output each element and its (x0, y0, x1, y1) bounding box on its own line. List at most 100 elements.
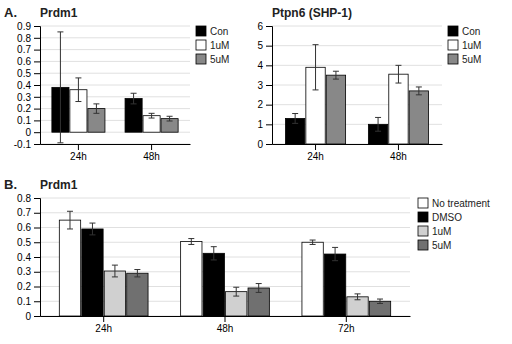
error-bar (333, 71, 339, 79)
y-tick: 2 (257, 99, 272, 110)
grid-line (40, 144, 190, 145)
legend: No treatmentDMSO1uM5uM (418, 198, 490, 251)
y-tick-label: 0.3 (17, 266, 31, 277)
error-bar (93, 104, 99, 113)
y-tick-mark (34, 38, 40, 39)
legend-label: 5uM (462, 54, 481, 65)
y-tick-label: 0.2 (17, 103, 31, 114)
error-bar (375, 117, 381, 131)
axis-line (34, 27, 41, 145)
error-bar (211, 247, 217, 260)
x-tick-label: 24h (70, 151, 87, 162)
error-bar (75, 78, 81, 102)
grid-line (40, 26, 190, 27)
legend-label: Con (462, 26, 480, 37)
y-tick-mark (34, 144, 40, 145)
bar-series (59, 211, 323, 316)
y-tick-mark (34, 257, 40, 258)
error-bar (134, 270, 140, 277)
legend-label: 5uM (432, 240, 451, 251)
error-bar (57, 32, 63, 143)
y-axis: 00.10.20.30.40.50.60.70.8 (17, 193, 40, 322)
legend-item: 5uM (196, 54, 229, 65)
y-tick: 0.1 (17, 115, 40, 126)
y-tick-mark (34, 316, 40, 317)
y-tick-mark (34, 120, 40, 121)
y-tick-label: 0.3 (17, 92, 31, 103)
x-axis: 24h48h (41, 144, 191, 162)
error-bar (188, 239, 194, 245)
y-tick-mark (34, 61, 40, 62)
y-tick-label: 0.8 (17, 193, 31, 204)
y-tick: 3 (257, 80, 272, 91)
panel: 24h48h72h00.10.20.30.40.50.60.70.8Prdm1N… (17, 178, 490, 334)
x-tick-label: 72h (338, 323, 355, 334)
plot-area (59, 211, 390, 316)
axis-line (266, 27, 273, 145)
y-tick-label: 0.5 (17, 68, 31, 79)
y-tick: 0.2 (17, 103, 40, 114)
x-tick-mark (315, 144, 316, 150)
y-tick-label: 6 (257, 21, 263, 32)
y-axis: 0123456 (257, 21, 272, 150)
bar-series (70, 78, 160, 132)
y-tick-label: 0 (25, 311, 31, 322)
error-bar (149, 113, 155, 118)
y-tick-label: 0.1 (17, 296, 31, 307)
y-tick-label: 0.7 (17, 207, 31, 218)
panel-title: Prdm1 (40, 6, 78, 20)
y-axis: -0.100.10.20.30.40.50.60.70.80.9 (14, 21, 41, 150)
legend-item: No treatment (418, 198, 490, 209)
y-tick: 0.8 (17, 193, 40, 204)
bar (203, 253, 224, 316)
error-bar (256, 284, 262, 293)
y-tick-label: 0.9 (17, 21, 31, 32)
y-tick: -0.1 (14, 139, 40, 150)
legend-item: 1uM (448, 40, 481, 51)
section-label: B. (4, 177, 17, 192)
error-bar (89, 223, 95, 235)
grid-line (40, 37, 190, 38)
y-tick-mark (34, 109, 40, 110)
grid-line (272, 45, 442, 46)
legend-item: DMSO (418, 212, 462, 223)
y-tick-mark (34, 97, 40, 98)
x-tick-label: 48h (390, 151, 407, 162)
legend-swatch (196, 26, 206, 36)
y-tick: 0.9 (17, 21, 40, 32)
panel: 24h48h0123456Ptpn6 (SHP-1)Con1uM5uM (257, 6, 481, 162)
bar-series (88, 104, 178, 132)
y-tick-label: 1 (257, 119, 263, 130)
bar (181, 242, 202, 316)
y-tick: 0 (25, 127, 40, 138)
legend-swatch (196, 54, 206, 64)
y-tick: 0.5 (17, 237, 40, 248)
legend-label: DMSO (432, 212, 462, 223)
bar (127, 273, 148, 316)
error-bar (292, 114, 298, 124)
y-tick: 0 (25, 311, 40, 322)
y-tick: 0.6 (17, 222, 40, 233)
legend-item: 5uM (418, 240, 451, 251)
legend-swatch (448, 40, 458, 50)
bar-series (52, 32, 142, 143)
bar-series (127, 270, 391, 316)
plot-area (285, 45, 428, 144)
y-tick: 5 (257, 40, 272, 51)
y-tick-label: 0 (25, 127, 31, 138)
error-bar (131, 93, 137, 104)
y-tick-mark (34, 73, 40, 74)
legend-label: 1uM (462, 40, 481, 51)
x-tick-mark (398, 144, 399, 150)
section-label: A. (4, 5, 17, 20)
panel-title: Ptpn6 (SHP-1) (272, 6, 352, 20)
legend-label: 1uM (210, 40, 229, 51)
error-bar (310, 240, 316, 244)
x-tick-mark (78, 144, 79, 150)
y-tick-mark (34, 132, 40, 133)
error-bar (313, 45, 319, 90)
y-tick-label: 0.7 (17, 44, 31, 55)
legend-label: No treatment (432, 198, 490, 209)
y-tick-mark (34, 272, 40, 273)
y-tick-mark (34, 85, 40, 86)
